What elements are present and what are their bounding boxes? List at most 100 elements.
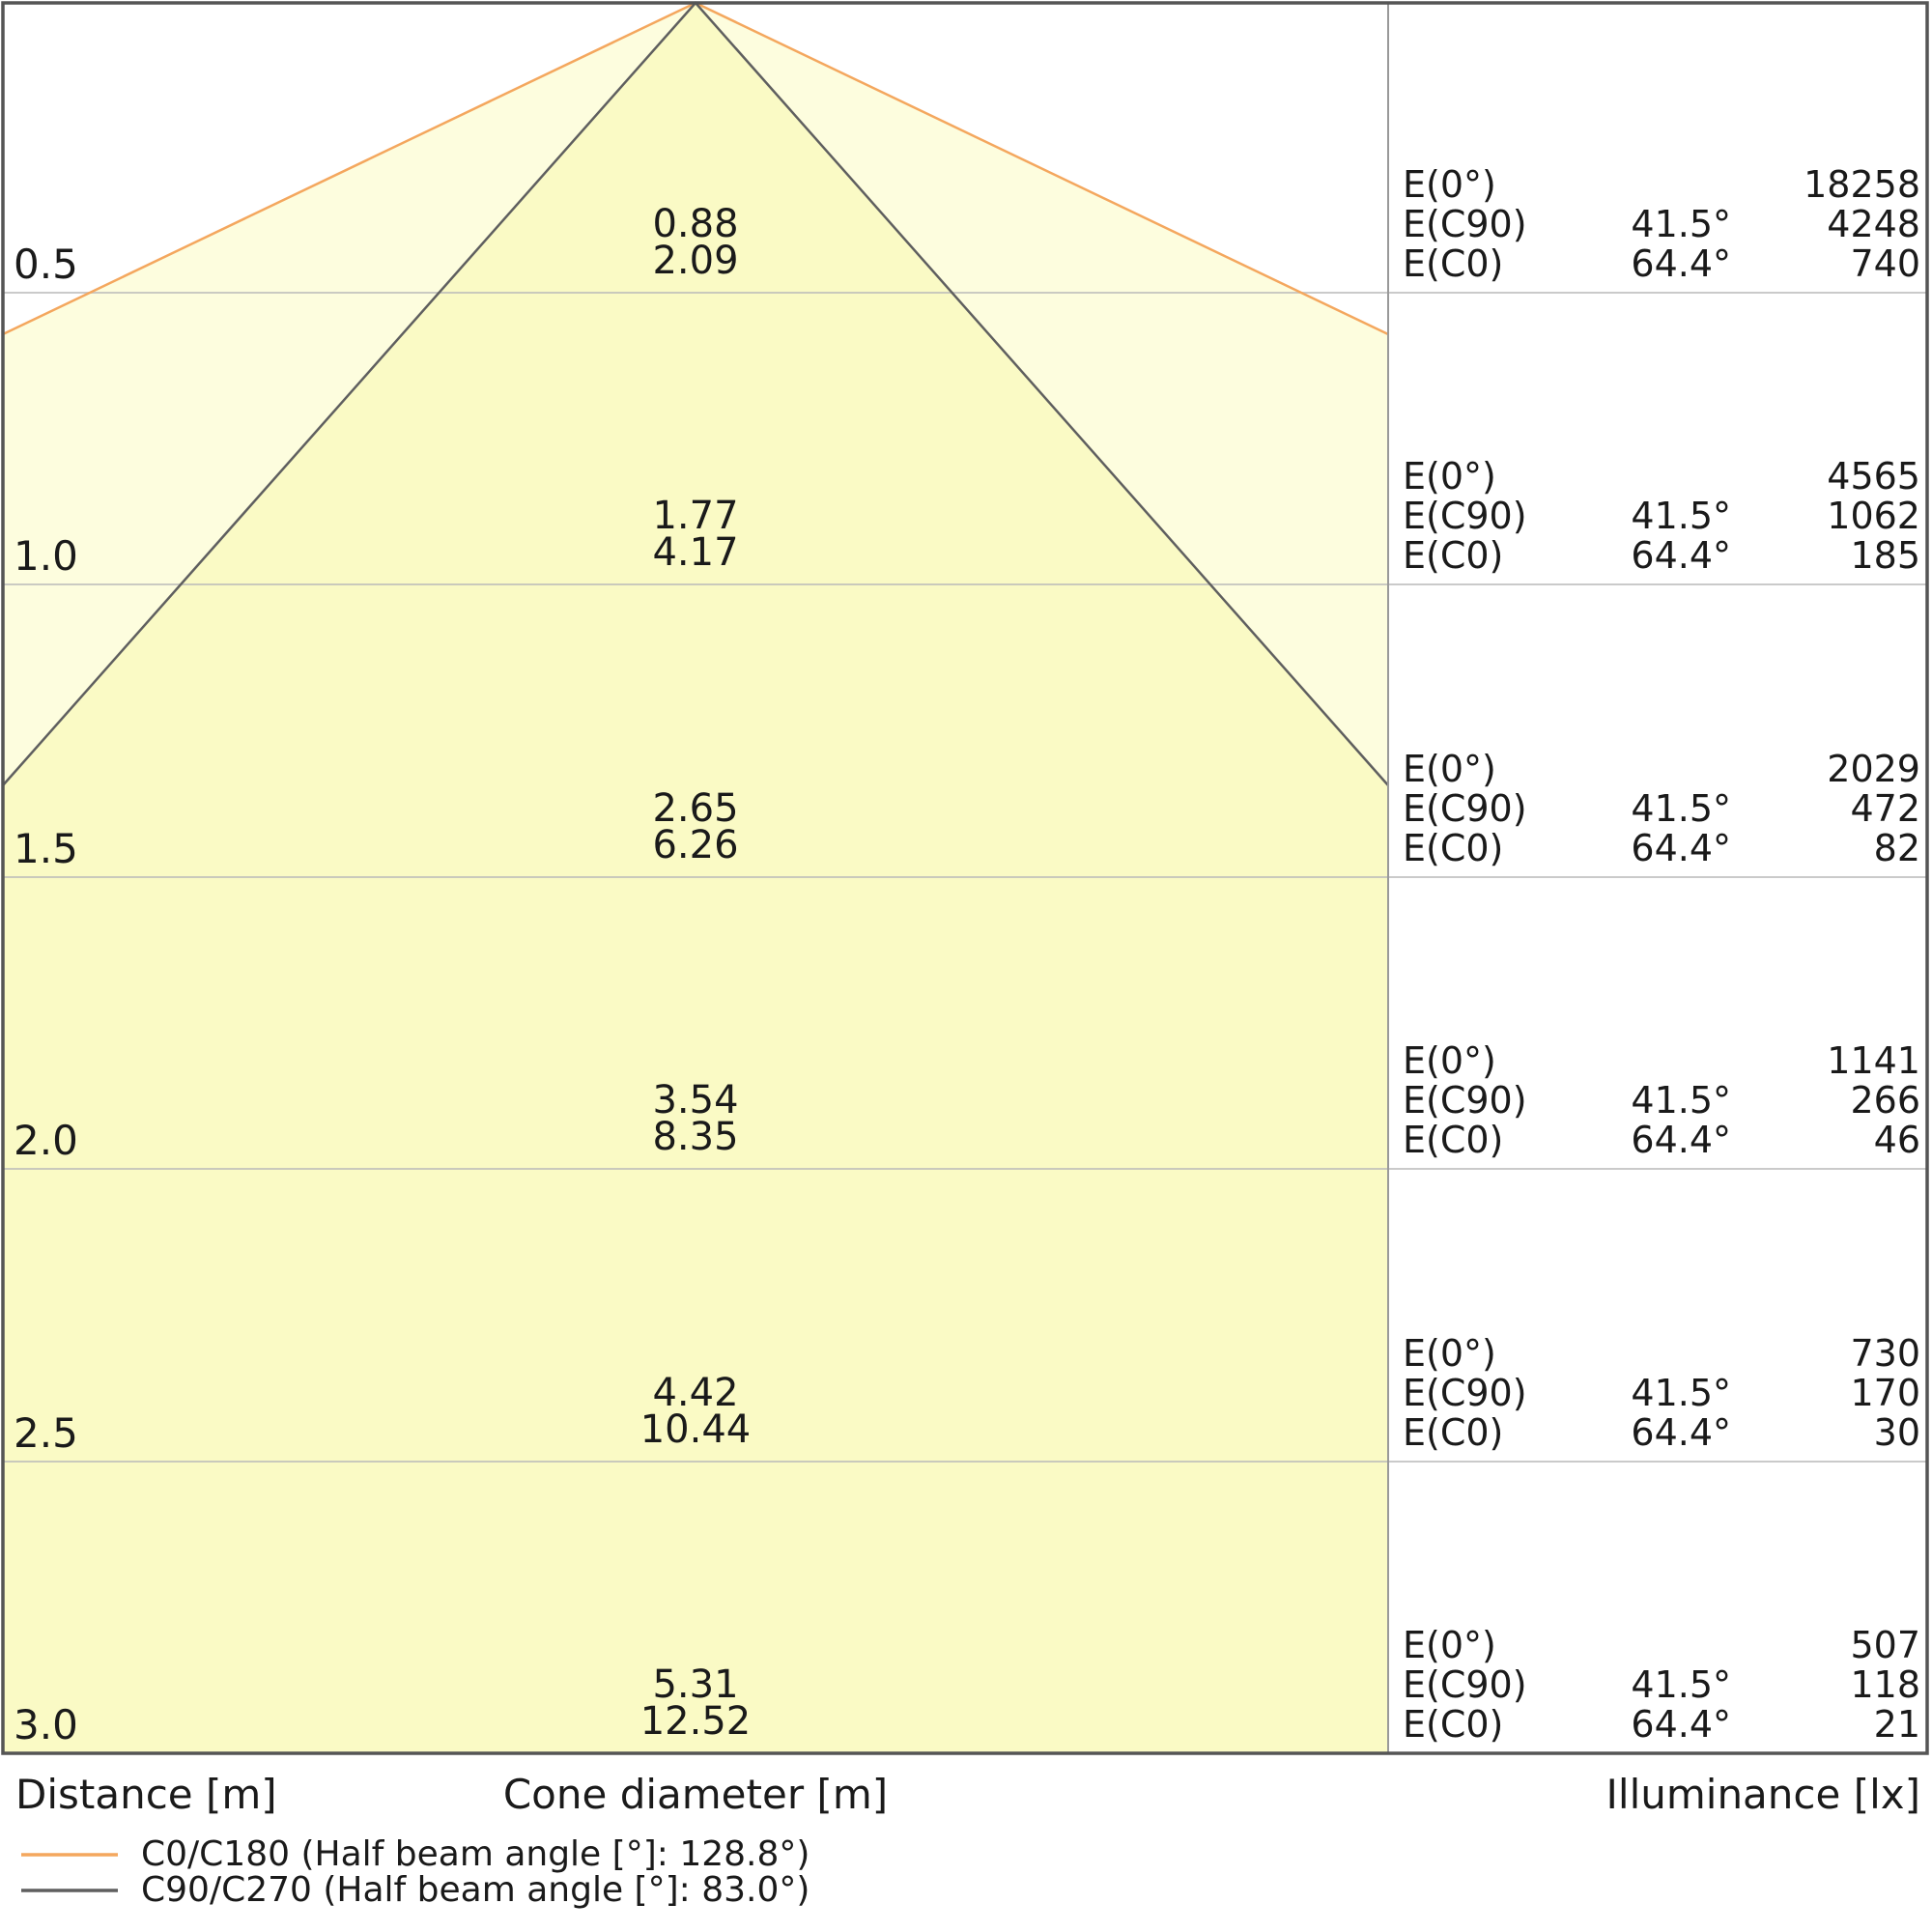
ec0-value: 30 [1873,1411,1920,1454]
distance-label: 1.0 [14,532,78,580]
cone-diagram-canvas [1,1,1929,1755]
cone-diameter-c90: 5.31 [652,1662,739,1707]
illuminance-ec90-row: E(C90) 41.5° 170 [1403,1374,1920,1413]
cone-diameter-c90: 1.77 [652,494,739,538]
cone-diameter-c0: 2.09 [652,239,739,283]
ec90-label: E(C90) [1403,1079,1527,1122]
e0-label: E(0°) [1403,1624,1496,1666]
illuminance-block: E(0°) 2029 E(C90) 41.5° 472 E(C0) 64.4° 82 [1403,750,1920,868]
cone-diameter-c90: 4.42 [652,1371,739,1415]
illuminance-axis-label: Illuminance [lx] [1605,1771,1920,1818]
ec90-angle: 41.5° [1631,495,1731,537]
illuminance-ec90-row: E(C90) 41.5° 1062 [1403,497,1920,536]
illuminance-ec0-row: E(C0) 64.4° 185 [1403,536,1920,576]
ec0-label: E(C0) [1403,1119,1504,1161]
ec90-value: 1062 [1827,495,1920,537]
ec90-angle: 41.5° [1631,1079,1731,1122]
e0-value: 4565 [1827,455,1920,497]
illuminance-ec90-row: E(C90) 41.5° 266 [1403,1081,1920,1121]
ec90-value: 266 [1850,1079,1920,1122]
ec90-angle: 41.5° [1631,1663,1731,1706]
illuminance-block: E(0°) 18258 E(C90) 41.5° 4248 E(C0) 64.4° 740 [1403,165,1920,284]
cone-diameter-c0: 8.35 [652,1115,739,1159]
ec0-angle: 64.4° [1631,827,1731,869]
e0-value: 730 [1850,1332,1920,1375]
cone-diameter-axis-label: Cone diameter [m] [502,1771,889,1818]
cone-diameter-values: 5.31 12.52 [454,1662,937,1744]
ec90-value: 4248 [1827,203,1920,245]
distance-label: 0.5 [14,241,78,288]
illuminance-e0-row: E(0°) 18258 [1403,165,1920,205]
e0-label: E(0°) [1403,1332,1496,1375]
ec90-value: 118 [1850,1663,1920,1706]
illuminance-block: E(0°) 507 E(C90) 41.5° 118 E(C0) 64.4° 21 [1403,1626,1920,1745]
distance-label: 3.0 [14,1701,78,1748]
illuminance-block: E(0°) 1141 E(C90) 41.5° 266 E(C0) 64.4° 46 [1403,1041,1920,1160]
ec0-label: E(C0) [1403,827,1504,869]
legend-item-c90: C90/C270 (Half beam angle [°]: 83.0°) [19,1872,810,1909]
ec90-label: E(C90) [1403,495,1527,537]
ec0-value: 21 [1873,1703,1920,1746]
ec0-angle: 64.4° [1631,242,1731,285]
ec90-label: E(C90) [1403,203,1527,245]
ec0-label: E(C0) [1403,1411,1504,1454]
illuminance-e0-row: E(0°) 4565 [1403,457,1920,497]
illuminance-e0-row: E(0°) 2029 [1403,750,1920,789]
ec90-label: E(C90) [1403,1372,1527,1414]
e0-value: 2029 [1827,748,1920,790]
illuminance-block: E(0°) 730 E(C90) 41.5° 170 E(C0) 64.4° 30 [1403,1334,1920,1453]
ec90-angle: 41.5° [1631,203,1731,245]
illuminance-e0-row: E(0°) 730 [1403,1334,1920,1374]
e0-value: 507 [1850,1624,1920,1666]
cone-diameter-c90: 2.65 [652,786,739,831]
illuminance-ec0-row: E(C0) 64.4° 82 [1403,829,1920,868]
cone-diameter-c0: 12.52 [639,1699,752,1744]
ec90-label: E(C90) [1403,1663,1527,1706]
cone-diameter-values: 4.42 10.44 [454,1371,937,1452]
illuminance-ec90-row: E(C90) 41.5° 472 [1403,789,1920,829]
ec90-value: 472 [1850,787,1920,830]
cone-diameter-c0: 10.44 [639,1407,752,1452]
illuminance-ec0-row: E(C0) 64.4° 21 [1403,1705,1920,1745]
e0-value: 1141 [1827,1039,1920,1082]
ec90-label: E(C90) [1403,787,1527,830]
illuminance-ec90-row: E(C90) 41.5° 118 [1403,1665,1920,1705]
cone-diameter-c90: 3.54 [652,1078,739,1122]
illuminance-block: E(0°) 4565 E(C90) 41.5° 1062 E(C0) 64.4° 185 [1403,457,1920,576]
cone-diameter-c90: 0.88 [652,202,739,246]
cone-diameter-values: 3.54 8.35 [454,1078,937,1159]
illuminance-e0-row: E(0°) 507 [1403,1626,1920,1665]
legend-label-c0: C0/C180 (Half beam angle [°]: 128.8°) [141,1834,810,1874]
distance-label: 2.0 [14,1117,78,1164]
ec0-label: E(C0) [1403,1703,1504,1746]
ec0-angle: 64.4° [1631,1119,1731,1161]
e0-label: E(0°) [1403,163,1496,206]
ec0-angle: 64.4° [1631,1703,1731,1746]
legend-item-c0: C0/C180 (Half beam angle [°]: 128.8°) [19,1836,810,1873]
distance-axis-label: Distance [m] [15,1771,277,1818]
e0-value: 18258 [1804,163,1920,206]
illuminance-ec0-row: E(C0) 64.4° 46 [1403,1121,1920,1160]
plot-border [1,1,1929,1755]
cone-diameter-values: 2.65 6.26 [454,786,937,865]
ec0-value: 740 [1850,242,1920,285]
ec0-angle: 64.4° [1631,1411,1731,1454]
distance-label: 1.5 [14,825,78,872]
ec90-angle: 41.5° [1631,787,1731,830]
c0-legend-swatch-icon [21,1853,118,1857]
illuminance-ec0-row: E(C0) 64.4° 30 [1403,1413,1920,1453]
ec0-label: E(C0) [1403,242,1504,285]
ec0-value: 82 [1873,827,1920,869]
ec90-angle: 41.5° [1631,1372,1731,1414]
ec0-angle: 64.4° [1631,534,1731,577]
cone-diameter-values: 1.77 4.17 [454,494,937,575]
cone-diameter-c0: 4.17 [652,530,739,575]
ec90-value: 170 [1850,1372,1920,1414]
e0-label: E(0°) [1403,455,1496,497]
illuminance-e0-row: E(0°) 1141 [1403,1041,1920,1081]
ec0-value: 185 [1850,534,1920,577]
legend-label-c90: C90/C270 (Half beam angle [°]: 83.0°) [141,1870,810,1910]
cone-diameter-values: 0.88 2.09 [454,202,937,283]
ec0-value: 46 [1873,1119,1920,1161]
ec0-label: E(C0) [1403,534,1504,577]
